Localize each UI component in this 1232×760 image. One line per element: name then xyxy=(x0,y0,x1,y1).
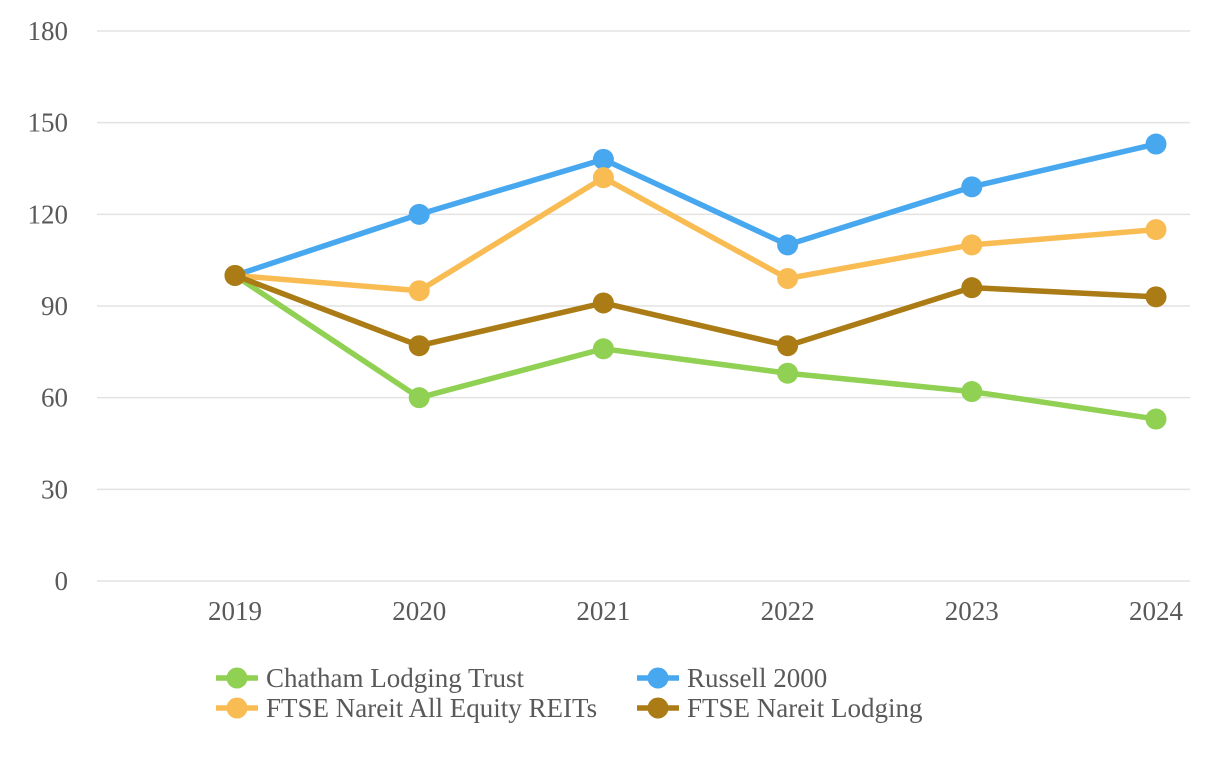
x-axis-tick-label: 2023 xyxy=(945,596,999,626)
y-axis-tick-label: 120 xyxy=(28,199,69,229)
legend-line-marker-icon xyxy=(637,697,679,719)
x-axis-tick-label: 2022 xyxy=(761,596,815,626)
data-point-marker xyxy=(777,268,799,289)
series-line xyxy=(232,141,1159,279)
data-point-marker xyxy=(1145,408,1167,430)
y-axis-tick-label: 150 xyxy=(28,108,69,138)
legend-label: Russell 2000 xyxy=(687,663,828,693)
data-point-marker xyxy=(408,335,430,357)
data-point-marker xyxy=(408,387,430,409)
x-axis-tick-label: 2019 xyxy=(208,596,262,626)
data-point-marker xyxy=(777,234,799,256)
legend-label: Chatham Lodging Trust xyxy=(266,663,525,693)
data-point-marker xyxy=(1145,219,1167,241)
y-axis-tick-label: 0 xyxy=(55,566,69,596)
data-point-marker xyxy=(592,338,614,360)
series-line xyxy=(232,272,1159,349)
data-point-marker xyxy=(592,292,614,314)
legend-line-marker-icon xyxy=(637,667,679,689)
legend-label: FTSE Nareit Lodging xyxy=(687,693,923,723)
series-line xyxy=(232,174,1159,294)
x-axis-tick-label: 2021 xyxy=(576,596,630,626)
data-point-marker xyxy=(961,234,983,256)
data-point-marker xyxy=(961,277,983,299)
legend-item-ftse-nareit-all-equity-reits: FTSE Nareit All Equity REITs xyxy=(216,693,637,723)
y-axis-tick-label: 180 xyxy=(28,16,69,46)
legend-item-russell-2000: Russell 2000 xyxy=(637,663,922,693)
legend-item-chatham-lodging-trust: Chatham Lodging Trust xyxy=(216,663,637,693)
data-point-marker xyxy=(777,362,799,384)
legend-item-ftse-nareit-lodging: FTSE Nareit Lodging xyxy=(637,693,922,723)
data-point-marker xyxy=(1145,133,1167,155)
chart-legend: Chatham Lodging Trust Russell 2000 FTSE … xyxy=(216,663,922,723)
data-point-marker xyxy=(777,335,799,357)
data-point-marker xyxy=(1145,286,1167,308)
series-line xyxy=(232,272,1159,422)
legend-line-marker-icon xyxy=(216,667,258,689)
x-axis-tick-label: 2020 xyxy=(392,596,446,626)
data-point-marker xyxy=(592,148,614,170)
y-axis-tick-label: 60 xyxy=(41,383,68,413)
line-chart-canvas: 0 30 60 90 120 150 180 2019 2020 2021 2022 2023 2024 xyxy=(28,16,1190,626)
y-axis-tick-label: 30 xyxy=(41,474,68,504)
data-point-marker xyxy=(961,381,983,403)
legend-label: FTSE Nareit All Equity REITs xyxy=(266,693,598,723)
data-point-marker xyxy=(224,264,246,286)
data-point-marker xyxy=(592,167,614,189)
data-point-marker xyxy=(961,176,983,198)
legend-line-marker-icon xyxy=(216,697,258,719)
y-axis-tick-label: 90 xyxy=(41,291,68,321)
data-point-marker xyxy=(408,280,430,302)
x-axis-tick-label: 2024 xyxy=(1129,596,1184,626)
data-point-marker xyxy=(408,203,430,225)
